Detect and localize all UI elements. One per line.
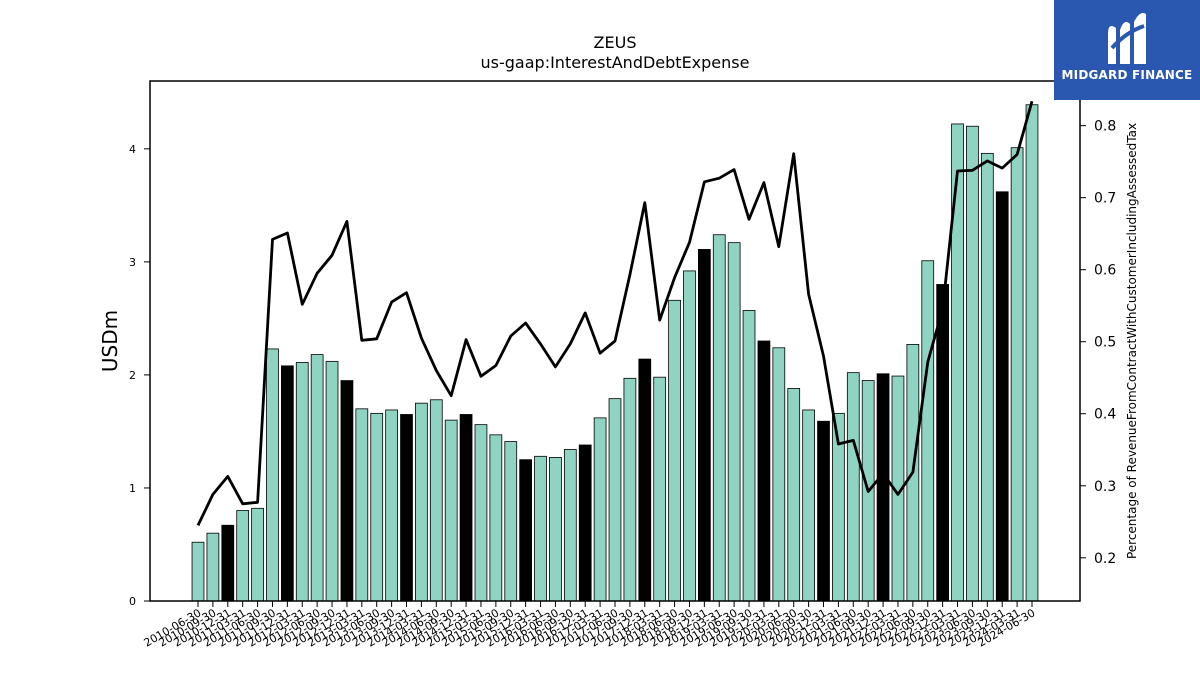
bar [563,449,577,602]
bar [712,234,726,602]
bar [966,125,979,602]
y-tick-label: 0 [129,595,136,608]
y-axis-label: USDm [98,310,122,372]
bar [623,377,637,602]
y-tick-label: 4 [129,143,136,156]
y-axis-right: 0.2 0.3 0.4 0.5 0.6 0.7 0.8 [1080,119,1116,567]
bar [310,354,324,602]
y2-tick-label: 0.4 [1094,407,1116,423]
bar [474,424,488,602]
bar [802,409,815,602]
y2-tick-label: 0.6 [1094,263,1116,279]
bar [280,365,294,602]
y-axis-left: 0 1 2 3 4 [129,143,150,608]
bar [772,347,786,602]
y-tick-label: 3 [129,256,136,269]
bar [549,457,562,602]
bar [817,420,830,602]
bar [921,260,935,602]
line-series [196,100,1034,527]
series-line [196,100,1034,527]
y2-tick-label: 0.7 [1094,191,1116,207]
bar [295,362,309,602]
y2-tick-label: 0.3 [1094,479,1116,495]
bar [355,408,369,602]
bar [400,414,413,602]
y-tick-label: 2 [129,369,136,382]
bar [459,414,473,602]
bar-series [191,104,1039,602]
bar [876,373,890,602]
y2-tick-label: 0.8 [1094,119,1116,135]
bar [653,376,667,602]
bar [519,459,533,602]
midgard-logo-icon [1108,13,1146,64]
chart-title: ZEUS [594,33,637,52]
bar [1010,147,1024,602]
logo-text: MIDGARD FINANCE [1061,68,1193,82]
bar [325,360,339,602]
bar [698,249,711,602]
chart-subtitle: us-gaap:InterestAndDebtExpense [481,53,750,72]
bar [951,123,964,602]
y2-tick-label: 0.5 [1094,335,1116,351]
y-tick-label: 1 [129,482,136,495]
bar [385,409,398,602]
bar [236,510,250,602]
bar [846,372,860,602]
y2-axis-label: Percentage of RevenueFromContractWithCus… [1125,123,1139,559]
bar [980,152,994,602]
bar [340,380,354,602]
bar [683,270,696,602]
bar [727,242,741,602]
bar [266,348,279,602]
bar [668,299,681,602]
brand-logo: MIDGARD FINANCE [1054,0,1200,100]
y2-tick-label: 0.2 [1094,551,1116,567]
x-axis: 2010-06-302010-09-302010-12-312011-03-31… [142,601,1038,650]
bar [370,412,384,602]
bar [608,398,622,602]
bar [995,191,1009,602]
bar [444,419,458,602]
bar [534,455,547,602]
bar [936,284,950,602]
bar [757,340,771,602]
bar [578,444,592,602]
bar [742,310,756,602]
bar [1025,104,1039,602]
bar [489,434,503,602]
bar [206,532,220,602]
bar [191,541,205,602]
bar [787,388,801,602]
bar [593,417,607,602]
bar [504,441,518,602]
bar [251,507,264,602]
bar [415,402,428,602]
bar [221,524,235,602]
bar [638,358,652,602]
bar [429,399,443,602]
